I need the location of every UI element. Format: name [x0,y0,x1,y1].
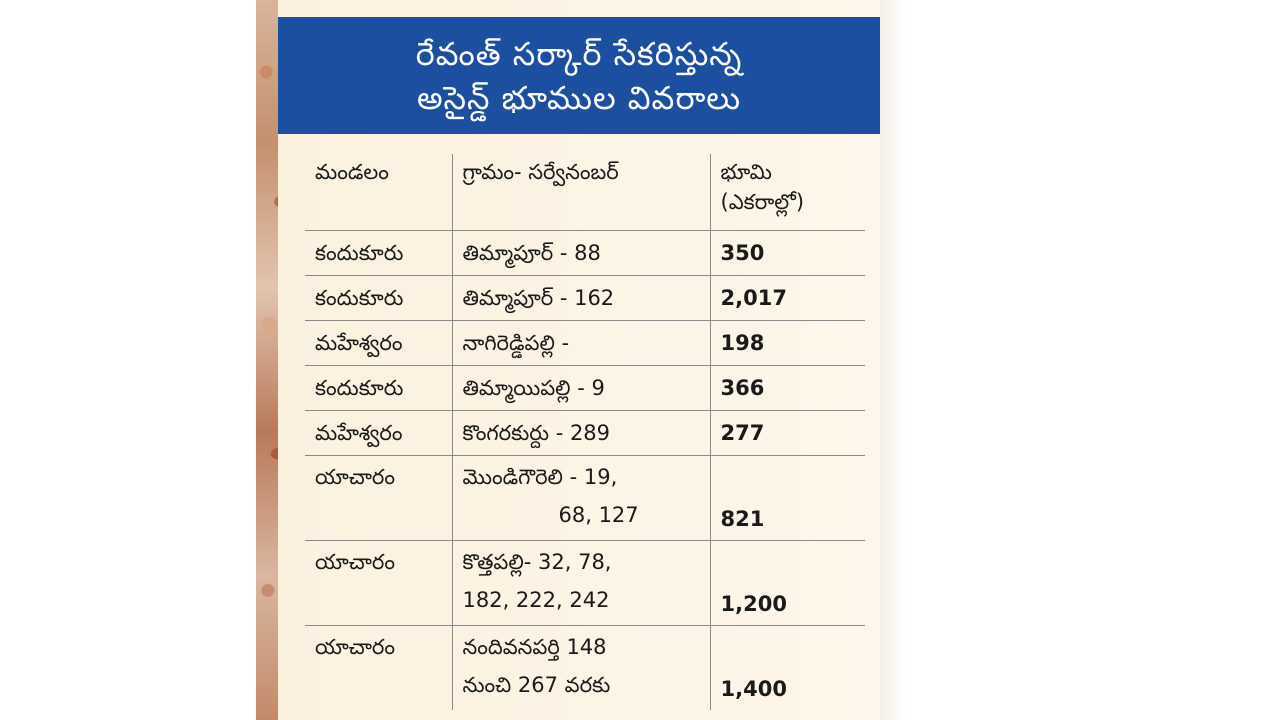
cell-land: 366 [710,365,865,411]
cell-land: 1,200 [710,540,865,626]
table-row: యాచారం మొండిగౌరెలి - 19, 68, 127 821 [305,455,865,541]
cell-village: నందివనపర్తి 148 నుంచి 267 వరకు [452,625,711,710]
cell-mandal: యాచారం [305,455,453,541]
cell-land: 277 [710,410,865,456]
cell-village: కొత్తపల్లి- 32, 78, 182, 222, 242 [452,540,711,626]
table-row: యాచారం నందివనపర్తి 148 నుంచి 267 వరకు 1,… [305,625,865,710]
land-details-table: మండలం గ్రామం- సర్వేనంబర్ భూమి (ఎకరాల్లో)… [305,154,865,710]
cell-land: 350 [710,230,865,276]
cell-village-line-2: 182, 222, 242 [462,588,610,612]
cell-village-line-1: కొత్తపల్లి- 32, 78, [462,550,612,574]
cell-mandal: కందుకూరు [305,230,453,276]
cell-village: తిమ్మాపూర్ - 88 [452,230,711,276]
title-line-1: రేవంత్ సర్కార్ సేకరిస్తున్న [415,34,743,73]
cell-mandal: యాచారం [305,625,453,710]
cell-village-line-1: మొండిగౌరెలి - 19, [462,465,618,489]
cell-land: 821 [710,455,865,541]
cell-mandal: కందుకూరు [305,365,453,411]
cell-mandal: మహేశ్వరం [305,410,453,456]
cell-village-line-2: నుంచి 267 వరకు [462,673,611,697]
cell-village: కొంగరకుర్దు - 289 [452,410,711,456]
header-land: భూమి (ఎకరాల్లో) [710,154,865,231]
header-land-unit: (ఎకరాల్లో) [720,190,805,214]
cell-land: 198 [710,320,865,366]
header-village: గ్రామం- సర్వేనంబర్ [452,154,711,231]
title-banner: రేవంత్ సర్కార్ సేకరిస్తున్న అసైన్డ్ భూము… [278,17,880,134]
cell-village-line-2: 68, 127 [558,503,639,527]
cell-mandal: మహేశ్వరం [305,320,453,366]
table-row: మహేశ్వరం కొంగరకుర్దు - 289 277 [305,410,865,456]
table-row: కందుకూరు తిమ్మాపూర్ - 162 2,017 [305,275,865,321]
header-land-label: భూమి [720,160,772,184]
cell-land: 2,017 [710,275,865,321]
cell-village: తిమ్మాయిపల్లి - 9 [452,365,711,411]
cell-mandal: యాచారం [305,540,453,626]
header-mandal: మండలం [305,154,453,231]
cell-village: నాగిరెడ్డిపల్లి - [452,320,711,366]
table-header-row: మండలం గ్రామం- సర్వేనంబర్ భూమి (ఎకరాల్లో) [305,154,865,231]
cell-village-line-1: నందివనపర్తి 148 [462,635,607,659]
table-row: యాచారం కొత్తపల్లి- 32, 78, 182, 222, 242… [305,540,865,626]
cell-village: మొండిగౌరెలి - 19, 68, 127 [452,455,711,541]
card-edge-shadow [880,0,908,720]
title-line-2: అసైన్డ్ భూముల వివరాలు [416,78,742,117]
table-row: కందుకూరు తిమ్మాయిపల్లి - 9 366 [305,365,865,411]
cell-land: 1,400 [720,677,787,701]
table-row: కందుకూరు తిమ్మాపూర్ - 88 350 [305,230,865,276]
cell-village: తిమ్మాపూర్ - 162 [452,275,711,321]
table-row: మహేశ్వరం నాగిరెడ్డిపల్లి - 198 [305,320,865,366]
cell-mandal: కందుకూరు [305,275,453,321]
